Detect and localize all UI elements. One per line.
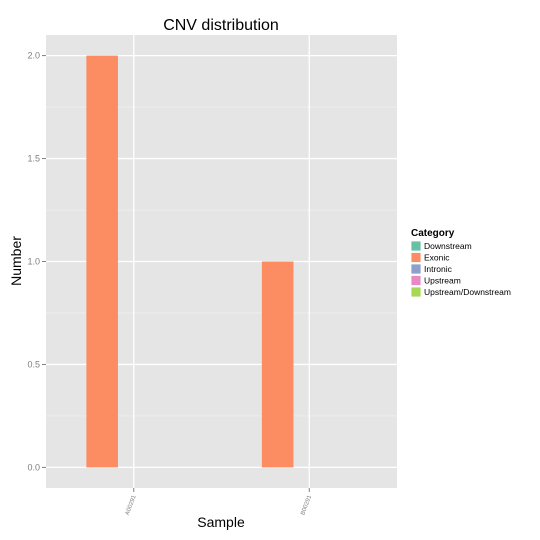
legend-key [410,263,422,275]
legend-title: Category [411,228,455,239]
legend-key [410,286,422,298]
y-tick-label: 2.0 [27,51,40,61]
legend-label: Exonic [424,253,450,263]
y-axis-ticks: 0.0 0.5 1.0 1.5 2.0 [27,51,46,472]
legend-key [410,275,422,286]
x-tick-label: A00291 [125,494,138,516]
chart-title: CNV distribution [163,17,279,34]
bars [86,55,294,468]
x-axis-title: Sample [197,514,245,530]
legend-label: Downstream [424,241,472,251]
legend-key [410,240,422,252]
legend-label: Upstream/Downstream [424,287,511,297]
y-tick-label: 0.5 [27,359,40,369]
x-tick-label: B00291 [300,494,313,516]
y-tick-label: 0.0 [27,462,40,472]
y-tick-label: 1.5 [27,154,40,164]
legend-key [410,252,422,263]
y-tick-label: 1.0 [27,257,40,267]
legend-label: Intronic [424,264,453,274]
bar-exonic-1 [261,261,294,468]
legend-label: Upstream [424,276,461,286]
y-axis-title: Number [8,236,24,286]
bar-exonic-0 [86,55,118,468]
x-axis-ticks: A00291 B00291 [125,488,313,516]
